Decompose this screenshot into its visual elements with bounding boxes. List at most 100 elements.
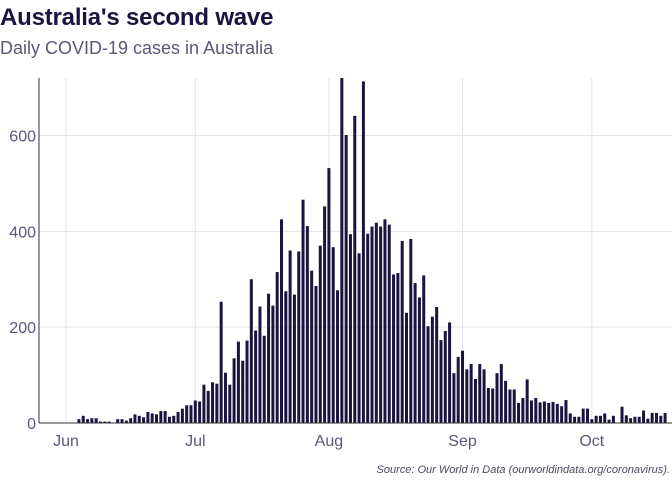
bar — [633, 416, 637, 423]
bar — [491, 388, 495, 423]
bar — [314, 285, 318, 423]
bar — [120, 419, 124, 423]
bar — [150, 413, 154, 423]
bar — [301, 199, 305, 423]
bar — [284, 291, 288, 423]
bar — [478, 364, 482, 423]
bar — [534, 398, 538, 423]
bar — [448, 322, 452, 423]
bar — [551, 401, 555, 423]
chart-title: Australia's second wave — [0, 4, 274, 31]
bar — [336, 290, 340, 423]
bar — [288, 250, 292, 423]
bar — [379, 226, 383, 423]
bar — [469, 364, 473, 423]
bar — [180, 408, 184, 423]
bar — [228, 384, 232, 423]
bar — [77, 419, 81, 423]
bar — [404, 312, 408, 423]
bar — [547, 402, 551, 423]
bar — [198, 401, 202, 423]
tick-labels: 0 200 400 600 Jun Jul Aug Sep Oct — [9, 129, 605, 451]
bar — [443, 331, 447, 423]
bar — [344, 135, 348, 424]
bar — [452, 373, 456, 423]
bar — [370, 226, 374, 423]
bar — [159, 411, 163, 423]
bar — [357, 253, 361, 423]
bar — [525, 379, 529, 423]
bar — [323, 206, 327, 423]
bar — [426, 326, 430, 423]
bar — [98, 421, 102, 423]
x-tick-label: Aug — [315, 433, 343, 450]
bar — [495, 373, 499, 423]
bar — [275, 272, 279, 423]
x-tick-label: Sep — [448, 433, 477, 450]
bar — [133, 414, 137, 423]
bar — [590, 419, 594, 423]
bar — [413, 283, 417, 423]
bar — [456, 356, 460, 423]
bar — [555, 403, 559, 423]
bar — [577, 416, 581, 423]
bar — [129, 418, 133, 423]
bar — [637, 416, 641, 423]
bar — [499, 364, 503, 423]
bar — [586, 408, 590, 423]
x-tick-label: Jul — [185, 433, 205, 450]
bar — [435, 307, 439, 423]
bar — [517, 402, 521, 423]
bar — [249, 279, 253, 423]
bar — [142, 417, 146, 423]
bar — [232, 358, 236, 423]
bar — [461, 350, 465, 423]
bar — [211, 382, 215, 423]
bar — [409, 239, 413, 423]
x-tick-label: Jun — [53, 433, 79, 450]
bar — [172, 415, 176, 423]
bar — [167, 416, 171, 423]
bar — [473, 378, 477, 423]
bar — [594, 415, 598, 423]
bar — [611, 415, 615, 423]
bar — [292, 294, 296, 423]
bar — [646, 418, 650, 423]
bar — [193, 400, 197, 423]
bar — [137, 415, 141, 423]
bar — [86, 419, 90, 423]
bar — [267, 293, 271, 423]
y-tick-label: 400 — [9, 224, 36, 241]
bar — [185, 405, 189, 423]
bar — [155, 414, 159, 423]
bar — [542, 401, 546, 423]
bar — [620, 406, 624, 423]
bar — [529, 400, 533, 423]
bar — [116, 419, 120, 423]
bar — [654, 412, 658, 423]
bar — [236, 341, 240, 423]
bar — [310, 270, 314, 423]
bar — [430, 316, 434, 423]
bar — [163, 411, 167, 423]
bar — [361, 81, 365, 424]
bar — [206, 390, 210, 423]
bar — [508, 389, 512, 423]
bar — [400, 240, 404, 423]
bar — [103, 421, 107, 423]
bar — [512, 389, 516, 423]
bar — [353, 115, 357, 424]
bar — [387, 224, 391, 423]
bar — [374, 222, 378, 423]
bar — [280, 219, 283, 423]
bar — [219, 301, 223, 423]
bar — [90, 418, 94, 423]
bar — [258, 306, 262, 423]
bar — [607, 419, 611, 423]
bar-chart: 0 200 400 600 Jun Jul Aug Sep Oct — [9, 78, 672, 451]
bar — [245, 340, 249, 423]
bar — [417, 297, 421, 423]
source-caption: Source: Our World in Data (ourworldindat… — [376, 464, 670, 476]
bar — [422, 275, 426, 423]
bar — [331, 247, 335, 423]
